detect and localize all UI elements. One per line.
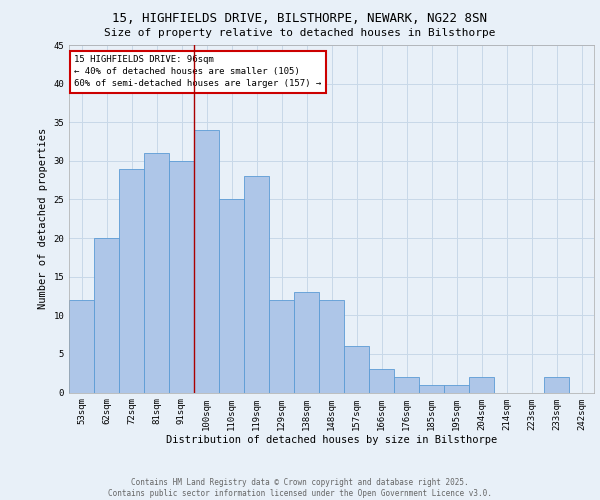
Bar	[194, 130, 219, 392]
Text: 15, HIGHFIELDS DRIVE, BILSTHORPE, NEWARK, NG22 8SN: 15, HIGHFIELDS DRIVE, BILSTHORPE, NEWARK…	[113, 12, 487, 26]
Bar	[544, 377, 569, 392]
Bar	[269, 300, 294, 392]
Bar	[344, 346, 369, 393]
Bar	[219, 200, 244, 392]
Bar	[119, 168, 144, 392]
Bar	[394, 377, 419, 392]
Text: Contains HM Land Registry data © Crown copyright and database right 2025.
Contai: Contains HM Land Registry data © Crown c…	[108, 478, 492, 498]
Bar	[169, 161, 194, 392]
Bar	[144, 153, 169, 392]
Bar	[94, 238, 119, 392]
Text: Size of property relative to detached houses in Bilsthorpe: Size of property relative to detached ho…	[104, 28, 496, 38]
X-axis label: Distribution of detached houses by size in Bilsthorpe: Distribution of detached houses by size …	[166, 435, 497, 445]
Bar	[319, 300, 344, 392]
Bar	[419, 385, 444, 392]
Bar	[444, 385, 469, 392]
Text: 15 HIGHFIELDS DRIVE: 96sqm
← 40% of detached houses are smaller (105)
60% of sem: 15 HIGHFIELDS DRIVE: 96sqm ← 40% of deta…	[74, 56, 322, 88]
Bar	[294, 292, 319, 392]
Bar	[369, 370, 394, 392]
Bar	[469, 377, 494, 392]
Y-axis label: Number of detached properties: Number of detached properties	[38, 128, 48, 310]
Bar	[69, 300, 94, 392]
Bar	[244, 176, 269, 392]
